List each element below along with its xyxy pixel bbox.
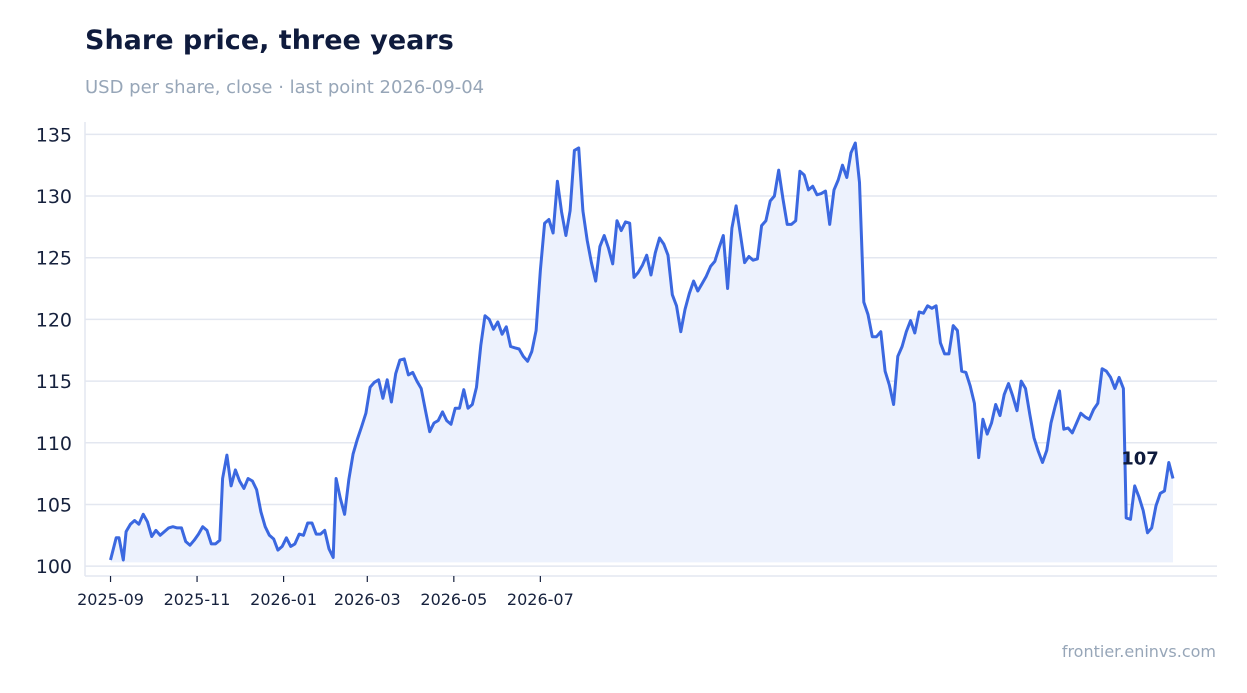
y-tick-label: 115 <box>36 371 72 393</box>
x-tick-label: 2026-03 <box>334 590 401 609</box>
chart-subtitle: USD per share, close · last point 2026-0… <box>85 77 485 98</box>
y-tick-label: 110 <box>36 433 72 455</box>
y-tick-label: 120 <box>36 309 72 331</box>
y-tick-label: 105 <box>36 494 72 516</box>
source-credit: frontier.eninvs.com <box>1061 642 1216 661</box>
x-tick-label: 2025-11 <box>164 590 231 609</box>
x-tick-label: 2026-05 <box>420 590 487 609</box>
price-line <box>109 141 1175 562</box>
y-axis-ticks: 100 105 110 115 120 125 130 135 <box>36 124 72 578</box>
x-tick-label: 2026-01 <box>250 590 317 609</box>
area-fill <box>110 143 1173 563</box>
y-tick-label: 135 <box>36 124 72 146</box>
axes <box>84 122 1217 577</box>
chart-title: Share price, three years <box>85 25 454 56</box>
y-tick-label: 125 <box>36 248 72 270</box>
last-value-label: 107 <box>1121 449 1159 470</box>
x-axis-ticks: 2025-09 2025-11 2026-01 2026-03 2026-05 2026-… <box>77 576 574 609</box>
y-tick-label: 130 <box>36 186 72 208</box>
x-tick-label: 2025-09 <box>77 590 144 609</box>
y-tick-label: 100 <box>36 556 72 578</box>
x-tick-label: 2026-07 <box>507 590 574 609</box>
